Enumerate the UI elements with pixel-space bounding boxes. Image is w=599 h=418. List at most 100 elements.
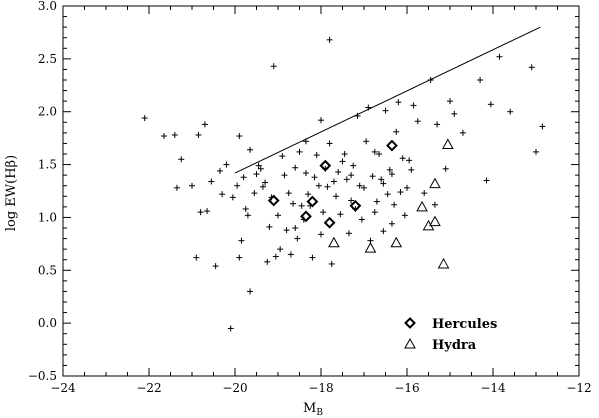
hydra-point	[390, 236, 403, 248]
plus-point	[253, 171, 260, 178]
plus-point	[451, 110, 458, 117]
hercules-point	[319, 159, 332, 172]
plus-point	[373, 198, 380, 205]
plus-point	[257, 165, 264, 172]
reference-line	[234, 26, 541, 174]
plus-point	[178, 156, 185, 163]
hydra-point	[364, 242, 377, 253]
plus-point	[309, 254, 316, 261]
plus-point	[281, 172, 288, 179]
x-tick-label: −14	[480, 381, 506, 395]
plus-point	[371, 209, 378, 216]
plus-point	[341, 151, 348, 157]
plus-point	[442, 165, 449, 172]
plus-point	[487, 101, 494, 108]
plus-point	[277, 246, 284, 253]
y-tick-label: 3.0	[38, 0, 57, 13]
hercules-point	[323, 216, 336, 229]
plus-point	[141, 115, 148, 122]
y-tick-label: −0.5	[28, 369, 57, 383]
plus-point	[251, 190, 258, 197]
plus-point	[343, 176, 350, 183]
plus-point	[348, 172, 355, 179]
x-tick-label: −12	[566, 381, 591, 395]
plus-point	[393, 128, 400, 135]
plus-point	[161, 133, 168, 140]
plus-point	[279, 153, 286, 160]
plus-point	[363, 138, 370, 145]
y-tick-label: 2.0	[38, 105, 57, 119]
field-series	[141, 36, 546, 332]
plus-point	[404, 184, 410, 191]
plus-point	[337, 211, 344, 218]
plus-point	[302, 170, 309, 177]
plus-point	[171, 131, 178, 138]
plus-point	[264, 258, 271, 265]
plus-point	[356, 182, 363, 189]
data-marks	[141, 26, 546, 332]
plus-point	[189, 182, 195, 189]
plus-point	[255, 162, 262, 169]
plus-point	[292, 164, 299, 171]
plus-point	[388, 220, 395, 227]
plus-point	[380, 228, 387, 235]
plus-point	[410, 102, 417, 109]
x-tick-label: −20	[222, 381, 247, 395]
plus-point	[313, 152, 320, 159]
hydra-series	[328, 138, 454, 269]
plus-point	[328, 260, 335, 267]
plus-point	[208, 178, 215, 185]
plus-point	[298, 202, 305, 209]
legend-hercules-marker	[404, 317, 416, 329]
plus-point	[348, 197, 355, 204]
plus-point	[335, 168, 342, 175]
plus-point	[272, 253, 279, 260]
x-tick-label: −22	[136, 381, 161, 395]
plus-point	[378, 176, 385, 183]
plus-point	[384, 191, 391, 198]
plus-point	[193, 254, 200, 261]
plus-point	[229, 194, 236, 201]
plus-point	[326, 140, 333, 147]
hydra-point	[328, 236, 340, 248]
plus-point	[406, 157, 413, 164]
legend-hydra-marker	[404, 337, 416, 349]
plus-point	[292, 225, 299, 231]
hercules-point	[267, 194, 280, 207]
plus-point	[427, 77, 434, 83]
plus-point	[397, 189, 404, 196]
plus-point	[414, 118, 421, 125]
plus-point	[459, 129, 466, 136]
plus-point	[350, 162, 357, 169]
plus-point	[204, 208, 211, 215]
plus-point	[238, 237, 245, 244]
plus-point	[240, 174, 247, 181]
plus-point	[388, 171, 395, 178]
plus-point	[477, 77, 484, 83]
plus-point	[305, 191, 312, 198]
plus-point	[296, 148, 303, 155]
plus-point	[201, 121, 208, 128]
plus-point	[386, 166, 393, 173]
hydra-point	[429, 177, 441, 189]
plus-point	[326, 36, 333, 43]
plus-point	[365, 104, 372, 111]
plus-point	[287, 251, 294, 258]
plus-point	[302, 138, 309, 145]
y-tick-label: 1.5	[38, 158, 57, 172]
plus-point	[539, 123, 546, 130]
y-axis-title: log EW(Hβ)	[4, 155, 19, 231]
plus-point	[195, 131, 202, 138]
hercules-series	[267, 139, 398, 229]
axis-ticks	[62, 5, 580, 377]
plus-point	[533, 148, 539, 155]
y-tick-label: 0.0	[38, 316, 57, 330]
plus-point	[259, 183, 266, 190]
plus-point	[507, 108, 514, 115]
plus-point	[262, 179, 269, 186]
plus-point	[345, 230, 352, 237]
plot-border	[62, 5, 580, 377]
plus-point	[324, 183, 331, 190]
plus-point	[330, 178, 337, 185]
